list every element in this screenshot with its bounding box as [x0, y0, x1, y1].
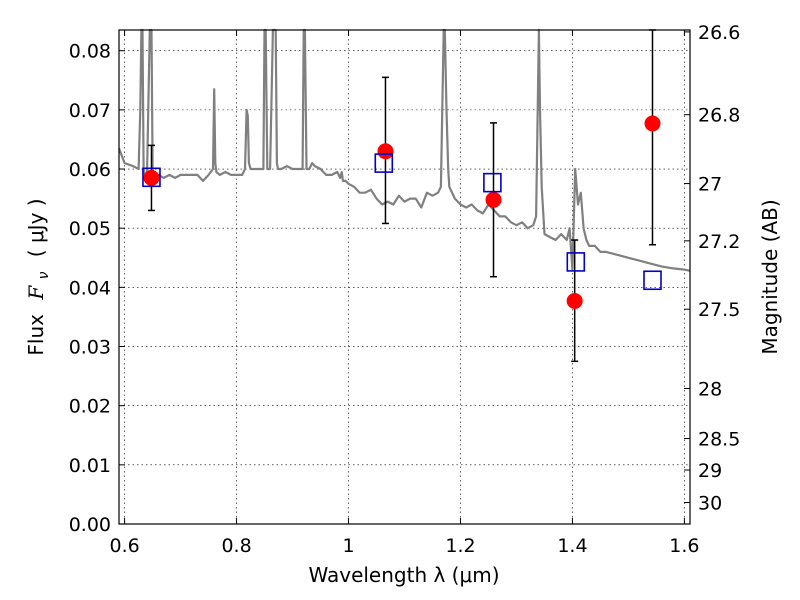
observed-point	[644, 115, 661, 132]
y-tick-label: 0.08	[69, 41, 111, 63]
observed-point	[143, 169, 160, 186]
y-tick-label: 0.05	[69, 218, 111, 240]
y-tick-label: 0.07	[69, 100, 111, 122]
model-box	[643, 270, 662, 291]
plot-frame	[118, 29, 691, 525]
y-axis-label-subscript: ν	[36, 271, 52, 279]
right-tick-label: 30	[698, 493, 722, 515]
right-axis-label: Magnitude (AB)	[758, 199, 782, 354]
y-axis-label: Flux F ν ( μJy )	[24, 198, 53, 355]
y-axis-label-symbol: F	[24, 285, 48, 301]
model-box	[483, 172, 502, 193]
y-axis-ticks: 0.00 0.01 0.02 0.03 0.04 0.05 0.06 0.07 0.08	[69, 41, 125, 536]
right-tick-label: 28	[698, 378, 722, 400]
right-tick-label: 27	[698, 174, 722, 196]
y-tick-label: 0.01	[69, 455, 111, 477]
x-tick-label: 1.4	[557, 535, 587, 557]
x-tick-label: 1	[342, 535, 354, 557]
x-tick-label: 1.2	[445, 535, 475, 557]
right-tick-label: 27.2	[698, 231, 740, 253]
right-tick-label: 29	[698, 460, 722, 482]
y-tick-label: 0.02	[69, 396, 111, 418]
model-box	[566, 252, 586, 272]
right-tick-label: 28.5	[698, 428, 740, 450]
y-axis-label-prefix: Flux	[24, 314, 48, 356]
x-axis-label: Wavelength λ (μm)	[308, 563, 499, 587]
spectrum-line	[117, 28, 691, 272]
y-tick-label: 0.03	[69, 337, 111, 359]
y-axis-label-unit: ( μJy )	[24, 198, 48, 257]
y-tick-label: 0.04	[69, 277, 111, 299]
x-tick-label: 1.6	[669, 535, 699, 557]
x-tick-label: 0.6	[109, 535, 139, 557]
observed-point	[377, 143, 394, 160]
model-box	[142, 167, 161, 188]
model-box	[374, 153, 394, 173]
right-tick-label: 27.5	[698, 299, 740, 321]
y-tick-label: 0.00	[69, 514, 111, 536]
observed-point	[485, 191, 502, 208]
right-tick-label: 26.8	[698, 105, 740, 127]
y-tick-label: 0.06	[69, 159, 111, 181]
observed-points	[143, 115, 661, 309]
right-axis-ticks: 26.6 26.8 27 27.2 27.5 28 28.5 29 30	[684, 22, 740, 515]
model-boxes	[142, 153, 662, 291]
grid	[119, 30, 690, 525]
x-axis-ticks: 0.6 0.8 1 1.2 1.4 1.6	[109, 30, 700, 557]
x-tick-label: 0.8	[221, 535, 251, 557]
model-spectrum	[117, 28, 691, 272]
observed-point	[566, 292, 583, 309]
right-tick-label: 26.6	[698, 22, 740, 44]
